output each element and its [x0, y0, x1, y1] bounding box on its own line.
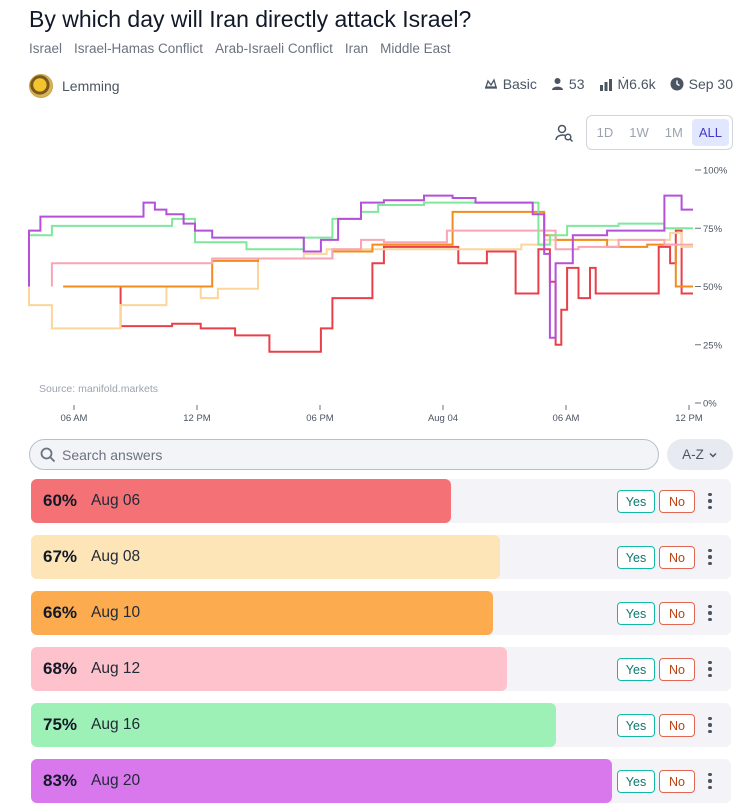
tier-badge[interactable]: Basic [484, 76, 537, 92]
tag-israel[interactable]: Israel [29, 41, 63, 56]
answer-row-aug-20[interactable]: 83% Aug 20 Yes No [31, 759, 731, 803]
traders-value: 53 [568, 76, 585, 92]
close-date[interactable]: Sep 30 [670, 76, 733, 92]
chevron-down-icon [709, 452, 717, 458]
yes-button[interactable]: Yes [617, 770, 655, 793]
y-tick-label: 75% [703, 224, 723, 235]
market-stats: Basic 53 Ṁ6.6k Sep 30 [484, 76, 733, 92]
answer-row-aug-16[interactable]: 75% Aug 16 Yes No [31, 703, 731, 747]
no-button[interactable]: No [659, 546, 695, 569]
user-icon [551, 78, 563, 90]
answer-label: Aug 08 [91, 548, 141, 565]
search-icon [40, 447, 56, 462]
yes-button[interactable]: Yes [617, 602, 655, 625]
sort-dropdown[interactable]: A-Z [667, 439, 733, 470]
answers-list: 60% Aug 06 Yes No 67% Aug 08 Yes No 66% … [31, 479, 731, 803]
more-options-icon[interactable] [703, 713, 717, 737]
probability-chart[interactable]: 100% 75% 50% 25% 0% 06 AM 12 PM 06 PM Aug 04 06 A… [0, 158, 743, 428]
probability-bar [31, 535, 500, 579]
creator-name[interactable]: Lemming [62, 78, 120, 94]
no-button[interactable]: No [659, 490, 695, 513]
more-options-icon[interactable] [703, 489, 717, 513]
tier-label: Basic [502, 76, 537, 92]
creator-info[interactable]: Lemming [29, 74, 120, 98]
tag-iran[interactable]: Iran [344, 41, 369, 56]
crystal-icon [484, 78, 497, 89]
y-tick-label: 100% [703, 166, 728, 177]
answer-row-aug-10[interactable]: 66% Aug 10 Yes No [31, 591, 731, 635]
yes-button[interactable]: Yes [617, 490, 655, 513]
answer-probability: 67% [43, 547, 78, 566]
yes-button[interactable]: Yes [617, 658, 655, 681]
chart-svg[interactable]: 100% 75% 50% 25% 0% 06 AM 12 PM 06 PM Aug 04 06 A… [0, 158, 743, 428]
x-tick-label: 06 AM [553, 413, 580, 424]
answer-row-aug-12[interactable]: 68% Aug 12 Yes No [31, 647, 731, 691]
answer-probability: 66% [43, 603, 78, 622]
traders-count[interactable]: 53 [551, 76, 585, 92]
answer-label: Aug 10 [91, 604, 141, 621]
probability-bar [31, 591, 493, 635]
series-line-aug-12 [50, 229, 693, 287]
answer-probability: 75% [43, 715, 78, 734]
search-box[interactable] [29, 439, 659, 470]
probability-bar [31, 703, 556, 747]
y-tick-label: 25% [703, 340, 723, 351]
series-line-aug-10 [63, 210, 693, 288]
close-date-value: Sep 30 [688, 76, 733, 92]
x-tick-label: 06 AM [61, 413, 88, 424]
clock-icon [670, 77, 684, 91]
answer-probability: 83% [43, 771, 78, 790]
x-tick-label: Aug 04 [428, 413, 458, 424]
x-tick-label: 12 PM [675, 413, 703, 424]
tag-list: Israel Israel-Hamas Conflict Arab-Israel… [29, 41, 451, 56]
user-search-icon[interactable] [554, 123, 574, 143]
more-options-icon[interactable] [703, 657, 717, 681]
yes-button[interactable]: Yes [617, 714, 655, 737]
no-button[interactable]: No [659, 770, 695, 793]
page-title: By which day will Iran directly attack I… [29, 6, 472, 32]
volume-value: Ṁ6.6k [617, 76, 656, 92]
chart-controls: 1D 1W 1M ALL [554, 115, 733, 150]
answer-row-aug-08[interactable]: 67% Aug 08 Yes No [31, 535, 731, 579]
no-button[interactable]: No [659, 658, 695, 681]
avatar[interactable] [29, 74, 53, 98]
chart-source-label: Source: manifold.markets [39, 383, 158, 395]
y-tick-label: 0% [703, 399, 717, 410]
volume-stat[interactable]: Ṁ6.6k [599, 76, 656, 92]
answer-label: Aug 06 [91, 492, 141, 509]
answer-probability: 60% [43, 491, 78, 510]
range-1d[interactable]: 1D [596, 125, 614, 140]
tag-arab-israeli-conflict[interactable]: Arab-Israeli Conflict [215, 41, 333, 56]
search-input[interactable] [62, 446, 622, 463]
probability-bar [31, 647, 507, 691]
tag-israel-hamas-conflict[interactable]: Israel-Hamas Conflict [74, 41, 204, 56]
series-line-aug-06 [63, 229, 693, 353]
yes-button[interactable]: Yes [617, 546, 655, 569]
range-1w[interactable]: 1W [629, 125, 649, 140]
series-line-aug-20 [28, 194, 693, 339]
answer-label: Aug 16 [91, 716, 141, 733]
answer-probability: 68% [43, 659, 78, 678]
probability-bar [31, 759, 612, 803]
more-options-icon[interactable] [703, 545, 717, 569]
range-all[interactable]: ALL [691, 119, 729, 146]
answer-label: Aug 20 [91, 772, 141, 789]
no-button[interactable]: No [659, 714, 695, 737]
sort-label: A-Z [682, 447, 704, 462]
bar-chart-icon [599, 78, 612, 91]
x-tick-label: 06 PM [306, 413, 334, 424]
time-range-selector: 1D 1W 1M ALL [585, 115, 733, 150]
more-options-icon[interactable] [703, 769, 717, 793]
x-tick-label: 12 PM [183, 413, 211, 424]
tag-middle-east[interactable]: Middle East [380, 41, 451, 56]
range-1m[interactable]: 1M [664, 125, 683, 140]
answer-row-aug-06[interactable]: 60% Aug 06 Yes No [31, 479, 731, 523]
answer-label: Aug 12 [91, 660, 141, 677]
no-button[interactable]: No [659, 602, 695, 625]
probability-bar [31, 479, 451, 523]
more-options-icon[interactable] [703, 601, 717, 625]
y-tick-label: 50% [703, 282, 723, 293]
